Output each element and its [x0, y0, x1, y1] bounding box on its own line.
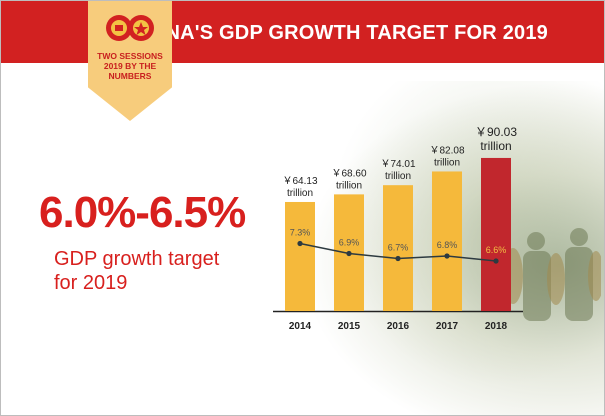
value-unit-2016: trillion — [385, 171, 411, 182]
growth-point-2017 — [444, 253, 450, 259]
growth-label-2018: 6.6% — [486, 245, 507, 255]
growth-label-2014: 7.3% — [290, 228, 311, 238]
bar-2017 — [432, 171, 462, 311]
growth-point-2014 — [297, 240, 303, 247]
x-tick-2018: 2018 — [485, 321, 508, 332]
value-label-2017: ￥82.08 — [429, 145, 464, 156]
bar-2018 — [481, 157, 511, 311]
x-tick-2016: 2016 — [387, 321, 410, 332]
emblem-icon — [106, 15, 154, 41]
growth-label-2016: 6.7% — [388, 243, 409, 253]
growth-label-2015: 6.9% — [339, 238, 360, 248]
value-label-2018: ￥90.03 — [475, 125, 517, 139]
caption-line-2: for 2019 — [54, 272, 128, 294]
badge-line-2: 2019 BY THE — [103, 61, 157, 71]
value-label-2016: ￥74.01 — [380, 159, 415, 170]
growth-point-2016 — [395, 255, 401, 262]
header-title: CHINA'S GDP GROWTH TARGET FOR 2019 — [130, 22, 548, 44]
value-label-2015: ￥68.60 — [331, 168, 366, 179]
growth-point-2015 — [346, 250, 352, 257]
value-unit-2018: trillion — [480, 139, 511, 153]
bar-2016 — [383, 185, 413, 311]
x-tick-2014: 2014 — [289, 321, 312, 332]
value-unit-2017: trillion — [434, 157, 460, 168]
badge-line-3: NUMBERS — [108, 71, 152, 81]
growth-target-range: 6.0%-6.5% — [39, 188, 246, 237]
badge-line-1: TWO SESSIONS — [97, 51, 163, 61]
caption-line-1: GDP growth target — [54, 248, 220, 270]
value-label-2014: ￥64.13 — [282, 176, 317, 187]
value-unit-2014: trillion — [287, 188, 313, 199]
x-tick-2017: 2017 — [436, 321, 459, 332]
growth-label-2017: 6.8% — [437, 240, 458, 250]
x-tick-2015: 2015 — [338, 321, 361, 332]
bar-2014 — [285, 201, 315, 311]
growth-target-caption: GDP growth target for 2019 — [54, 247, 244, 295]
growth-point-2018 — [493, 258, 499, 264]
value-unit-2015: trillion — [336, 180, 362, 191]
